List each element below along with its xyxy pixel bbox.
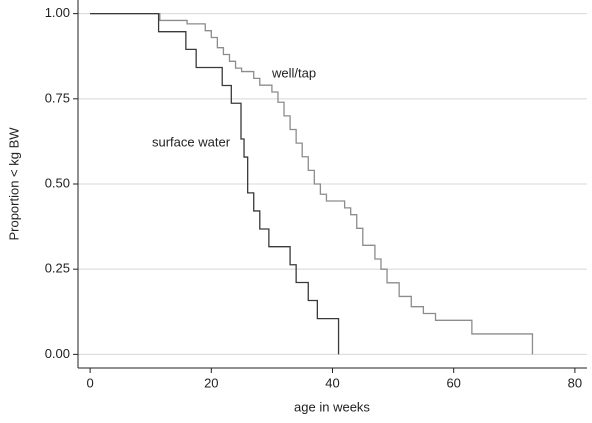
x-tick-label: 40 bbox=[325, 375, 339, 390]
x-axis-title: age in weeks bbox=[294, 399, 370, 414]
annotation: well/tap bbox=[271, 65, 316, 80]
y-tick-label: 0.00 bbox=[45, 346, 70, 361]
y-axis-title: Proportion < kg BW bbox=[6, 127, 21, 241]
y-tick-label: 0.25 bbox=[45, 261, 70, 276]
y-tick-label: 0.50 bbox=[45, 175, 70, 190]
x-tick-label: 80 bbox=[568, 375, 582, 390]
survival-curve bbox=[90, 12, 534, 355]
y-tick-label: 0.75 bbox=[45, 90, 70, 105]
x-tick-label: 0 bbox=[87, 375, 94, 390]
x-tick-label: 60 bbox=[446, 375, 460, 390]
y-tick-label: 1.00 bbox=[45, 5, 70, 20]
x-tick-label: 20 bbox=[204, 375, 218, 390]
annotation: surface water bbox=[152, 134, 231, 149]
survival-curve bbox=[90, 12, 340, 355]
